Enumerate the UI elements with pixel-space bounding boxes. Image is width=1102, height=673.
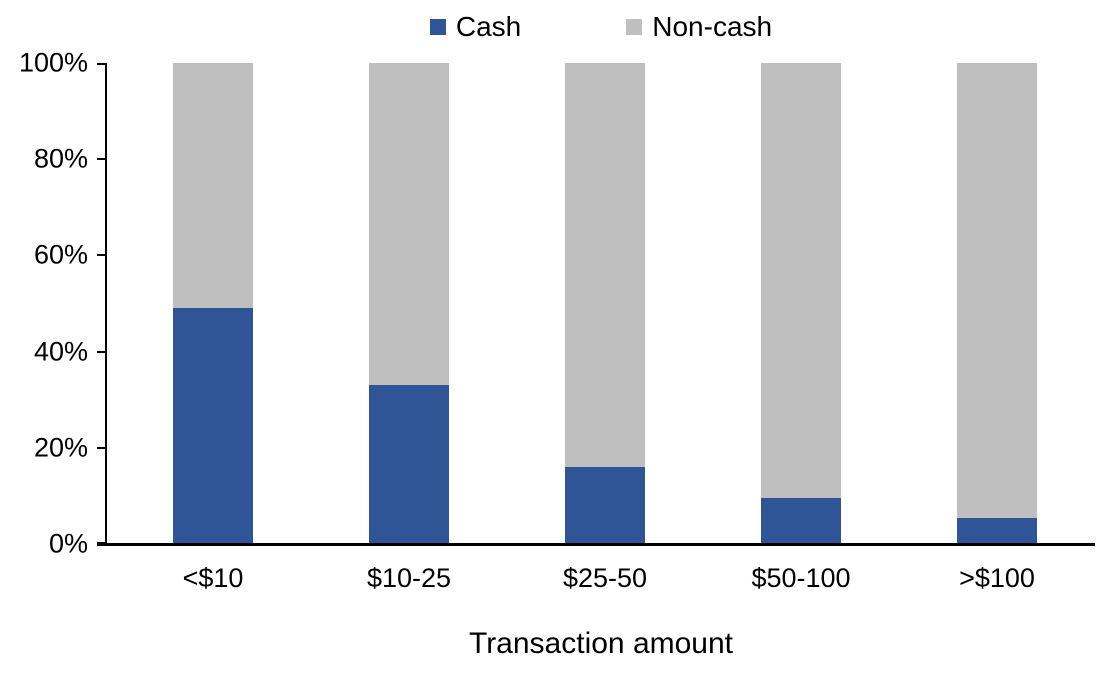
legend-label-noncash: Non-cash	[652, 11, 773, 42]
y-axis-labels: 0% 20% 40% 60% 80% 100%	[0, 48, 88, 559]
bar-slot	[115, 63, 311, 544]
x-axis-label: <$10	[182, 563, 244, 593]
x-axis-title: Transaction amount	[468, 627, 734, 660]
noncash-swatch-icon	[626, 19, 643, 35]
bar-slot	[703, 63, 899, 544]
y-tick-mark	[97, 63, 106, 65]
bar-slot	[507, 63, 703, 544]
bar-slot	[899, 63, 1095, 544]
stacked-bar	[369, 63, 449, 544]
y-tick-label: 20%	[33, 432, 88, 463]
y-tick-label: 80%	[33, 143, 88, 174]
legend-label-cash: Cash	[455, 11, 522, 42]
cash-segment	[173, 308, 253, 544]
cash-segment	[369, 385, 449, 544]
cash-segment	[761, 498, 841, 544]
y-tick-mark	[97, 254, 106, 257]
cash-segment	[565, 467, 645, 544]
y-axis-line	[105, 63, 107, 544]
y-tick-label: 100%	[18, 47, 88, 78]
x-axis-line	[97, 543, 1095, 546]
stacked-bar	[957, 63, 1037, 544]
y-tick-mark	[97, 446, 106, 449]
noncash-segment	[369, 63, 449, 386]
noncash-segment	[173, 63, 253, 309]
legend-item-noncash: Non-cash	[626, 10, 772, 44]
y-tick-label: 60%	[33, 239, 88, 270]
x-axis-label: $25-50	[562, 563, 648, 593]
x-axis-label: $50-100	[751, 563, 851, 593]
bars-row	[107, 63, 1095, 544]
stacked-bar	[565, 63, 645, 544]
y-tick-mark	[97, 350, 106, 353]
legend-item-cash: Cash	[429, 10, 522, 44]
noncash-segment	[957, 63, 1037, 518]
x-axis-label: $10-25	[366, 563, 452, 593]
x-axis-label: >$100	[959, 563, 1035, 593]
y-tick-label: 40%	[33, 336, 88, 367]
bar-slot	[311, 63, 507, 544]
cash-segment	[957, 517, 1037, 544]
y-tick-mark	[97, 158, 106, 161]
legend: Cash Non-cash	[107, 10, 1095, 44]
noncash-segment	[761, 63, 841, 499]
y-tick-label: 0%	[48, 528, 88, 559]
cash-swatch-icon	[429, 19, 446, 35]
noncash-segment	[565, 63, 645, 468]
stacked-bar	[173, 63, 253, 544]
x-labels-row: <$10 $10-25 $25-50 $50-100 >$100	[107, 560, 1095, 596]
stacked-bar	[761, 63, 841, 544]
